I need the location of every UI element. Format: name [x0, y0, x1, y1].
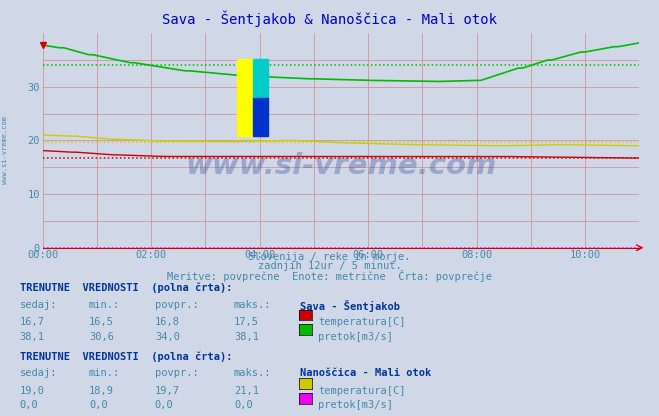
Bar [253, 97, 268, 136]
Text: Slovenija / reke in morje.: Slovenija / reke in morje. [248, 252, 411, 262]
Text: zadnjih 12ur / 5 minut.: zadnjih 12ur / 5 minut. [258, 261, 401, 271]
Text: 16,5: 16,5 [89, 317, 114, 327]
Text: www.si-vreme.com: www.si-vreme.com [2, 116, 9, 184]
Text: 0,0: 0,0 [155, 400, 173, 410]
Text: Meritve: povprečne  Enote: metrične  Črta: povprečje: Meritve: povprečne Enote: metrične Črta:… [167, 270, 492, 282]
Text: Nanoščica - Mali otok: Nanoščica - Mali otok [300, 368, 431, 378]
Text: 0,0: 0,0 [89, 400, 107, 410]
Text: pretok[m3/s]: pretok[m3/s] [318, 332, 393, 342]
Bar [253, 59, 268, 98]
Text: 17,5: 17,5 [234, 317, 259, 327]
Text: temperatura[C]: temperatura[C] [318, 386, 406, 396]
Text: 16,7: 16,7 [20, 317, 45, 327]
Text: 38,1: 38,1 [234, 332, 259, 342]
Text: 21,1: 21,1 [234, 386, 259, 396]
Text: www.si-vreme.com: www.si-vreme.com [185, 152, 497, 180]
Text: min.:: min.: [89, 368, 120, 378]
Bar [237, 59, 253, 136]
Text: Sava - Šentjakob & Nanoščica - Mali otok: Sava - Šentjakob & Nanoščica - Mali otok [162, 10, 497, 27]
Text: 30,6: 30,6 [89, 332, 114, 342]
Text: sedaj:: sedaj: [20, 300, 57, 310]
Text: sedaj:: sedaj: [20, 368, 57, 378]
Text: maks.:: maks.: [234, 368, 272, 378]
Text: povpr.:: povpr.: [155, 300, 198, 310]
Text: TRENUTNE  VREDNOSTI  (polna črta):: TRENUTNE VREDNOSTI (polna črta): [20, 352, 232, 362]
Text: 34,0: 34,0 [155, 332, 180, 342]
Text: temperatura[C]: temperatura[C] [318, 317, 406, 327]
Text: 16,8: 16,8 [155, 317, 180, 327]
Text: pretok[m3/s]: pretok[m3/s] [318, 400, 393, 410]
Text: TRENUTNE  VREDNOSTI  (polna črta):: TRENUTNE VREDNOSTI (polna črta): [20, 283, 232, 293]
Text: maks.:: maks.: [234, 300, 272, 310]
Text: 19,0: 19,0 [20, 386, 45, 396]
Text: 0,0: 0,0 [234, 400, 252, 410]
Text: 18,9: 18,9 [89, 386, 114, 396]
Text: Sava - Šentjakob: Sava - Šentjakob [300, 300, 400, 312]
Text: 38,1: 38,1 [20, 332, 45, 342]
Text: 0,0: 0,0 [20, 400, 38, 410]
Text: povpr.:: povpr.: [155, 368, 198, 378]
Text: min.:: min.: [89, 300, 120, 310]
Text: 19,7: 19,7 [155, 386, 180, 396]
